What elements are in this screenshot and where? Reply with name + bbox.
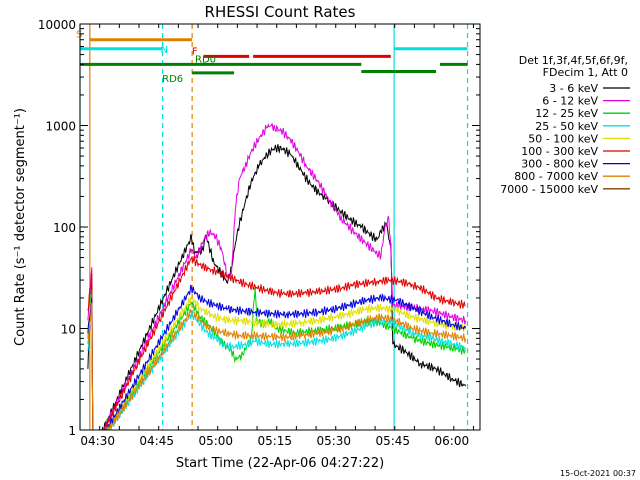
plot-frame — [79, 23, 481, 431]
y-tick-label-4: 10000 — [38, 18, 76, 32]
legend-label-2: 12 - 25 keV — [535, 107, 598, 120]
state-bar-label-0: S — [76, 30, 82, 41]
legend-label-3: 25 - 50 keV — [535, 120, 598, 133]
x-axis-ticks: 04:30 04:45 05:00 05:15 05:30 05:45 06:00 — [79, 24, 474, 448]
y-axis-ticks: 1 10 100 1000 10000 — [38, 18, 480, 438]
legend-header-0: Det 1f,3f,4f,5f,6f,9f, — [519, 54, 628, 67]
time-markers — [79, 24, 469, 430]
series-line-5 — [87, 255, 466, 431]
chart-title: RHESSI Count Rates — [205, 3, 356, 21]
legend-label-7: 800 - 7000 keV — [514, 170, 598, 183]
y-tick-label-0: 1 — [68, 424, 76, 438]
x-axis-label: Start Time (22-Apr-06 04:27:22) — [176, 456, 384, 471]
legend-label-0: 3 - 6 keV — [549, 82, 598, 95]
x-tick-label-4: 05:30 — [316, 434, 351, 448]
legend-label-8: 7000 - 15000 keV — [500, 183, 598, 196]
series-line-7 — [87, 302, 467, 431]
timestamp: 15-Oct-2021 00:37 — [560, 469, 636, 478]
legend-label-6: 300 - 800 keV — [521, 158, 598, 171]
series-line-1 — [87, 122, 467, 431]
legend: Det 1f,3f,4f,5f,6f,9f,FDecim 1, Att 0 3 -… — [500, 54, 630, 196]
state-bar-label-3: F — [192, 46, 198, 57]
y-tick-label-1: 10 — [61, 323, 76, 337]
y-tick-label-2: 100 — [53, 221, 76, 235]
series-lines — [87, 122, 467, 431]
legend-label-4: 50 - 100 keV — [528, 132, 598, 145]
state-bar-label-8: RD6 — [162, 74, 183, 85]
state-bar-label-2: N — [161, 45, 168, 56]
state-bar-label-1: N — [161, 45, 168, 56]
legend-label-5: 100 - 300 keV — [521, 145, 598, 158]
y-axis-label: Count Rate (s⁻¹ detector segment⁻¹) — [13, 108, 28, 346]
x-tick-label-2: 05:00 — [198, 434, 233, 448]
x-tick-label-1: 04:45 — [139, 434, 174, 448]
legend-label-1: 6 - 12 keV — [542, 95, 598, 108]
x-tick-label-5: 05:45 — [375, 434, 410, 448]
series-line-0 — [87, 144, 467, 431]
x-tick-label-6: 06:00 — [435, 434, 470, 448]
x-tick-label-0: 04:30 — [80, 434, 115, 448]
state-bar-label-5: RD0 — [195, 54, 216, 65]
x-tick-label-3: 05:15 — [257, 434, 292, 448]
y-tick-label-3: 1000 — [45, 120, 76, 134]
series-line-6 — [87, 284, 467, 431]
legend-header-1: FDecim 1, Att 0 — [543, 66, 628, 79]
